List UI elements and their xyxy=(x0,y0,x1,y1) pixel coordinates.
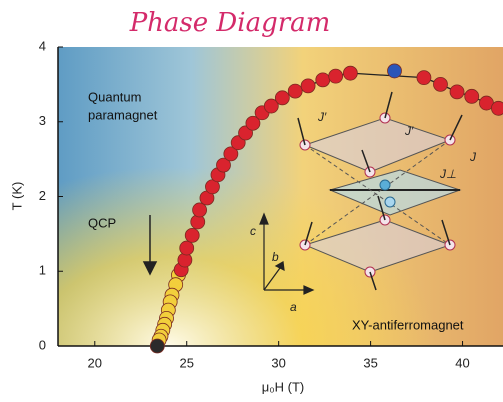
point xyxy=(329,69,343,83)
point xyxy=(388,64,402,78)
chart-title: Phase Diagram xyxy=(129,8,331,38)
y-axis-label: T (K) xyxy=(9,182,24,211)
inset-label: J′ xyxy=(317,110,327,124)
point xyxy=(275,91,289,105)
annotation: XY-antiferromagnet xyxy=(352,317,464,332)
inset-label: c xyxy=(250,224,256,238)
inset-label: a xyxy=(290,300,297,314)
point xyxy=(288,84,302,98)
inset-label: J⊥ xyxy=(439,167,456,181)
y-tick-label: 2 xyxy=(39,188,46,203)
x-tick-label: 20 xyxy=(88,355,102,370)
y-tick-label: 1 xyxy=(39,263,46,278)
x-tick-label: 25 xyxy=(179,355,193,370)
annotation: paramagnet xyxy=(88,107,158,122)
point xyxy=(185,228,199,242)
point xyxy=(417,71,431,85)
x-tick-label: 40 xyxy=(455,355,469,370)
point xyxy=(316,73,330,87)
point xyxy=(465,89,479,103)
x-tick-label: 35 xyxy=(363,355,377,370)
point xyxy=(433,77,447,91)
point xyxy=(301,79,315,93)
x-tick-label: 30 xyxy=(271,355,285,370)
inset-label: J′ xyxy=(404,124,414,138)
inset-label: J xyxy=(469,150,477,164)
point xyxy=(193,203,207,217)
point xyxy=(450,85,464,99)
y-tick-label: 3 xyxy=(39,113,46,128)
annotation: Quantum xyxy=(88,89,141,104)
y-tick-label: 0 xyxy=(39,337,46,352)
chart: Phase Diagram μ₀H (T) T (K) Quantum para… xyxy=(0,0,503,402)
point xyxy=(180,241,194,255)
annotation: QCP xyxy=(88,215,116,230)
inset-label: b xyxy=(272,250,279,264)
point xyxy=(150,339,164,353)
point xyxy=(491,101,503,115)
x-axis-label: μ₀H (T) xyxy=(262,379,305,394)
point xyxy=(343,66,357,80)
y-tick-label: 4 xyxy=(39,38,46,53)
